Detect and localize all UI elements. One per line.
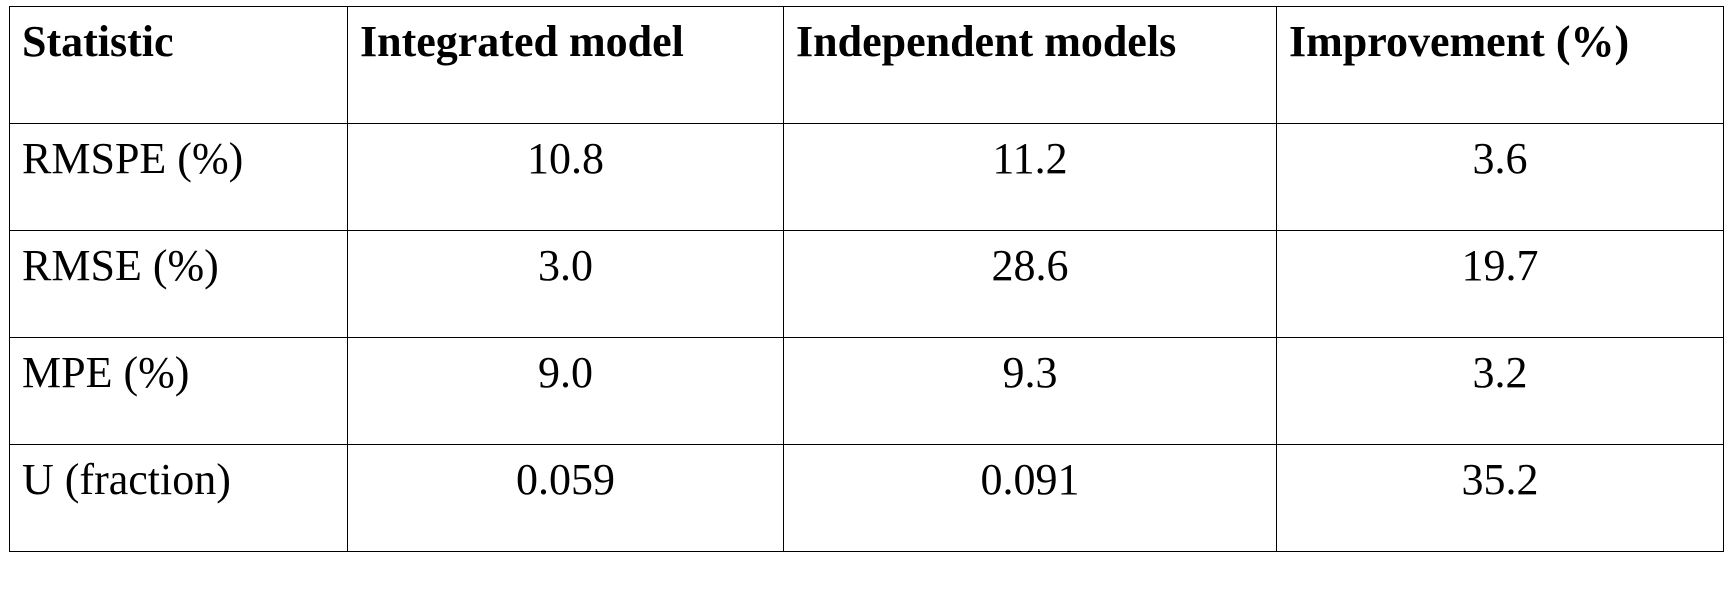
data-cell: 28.6	[783, 230, 1277, 338]
data-cell: 35.2	[1276, 444, 1724, 552]
row-label: U (fraction)	[9, 444, 348, 552]
data-row: RMSPE (%) 10.8 11.2 3.6	[9, 123, 1724, 231]
data-cell: 19.7	[1276, 230, 1724, 338]
data-cell: 0.059	[347, 444, 784, 552]
row-label: MPE (%)	[9, 337, 348, 445]
table-container: Statistic Integrated model Independent mod…	[9, 6, 1724, 552]
data-cell: 3.6	[1276, 123, 1724, 231]
header-cell: Statistic	[9, 6, 348, 124]
row-label: RMSPE (%)	[9, 123, 348, 231]
header-cell: Improvement (%)	[1276, 6, 1724, 124]
data-cell: 3.0	[347, 230, 784, 338]
row-label: RMSE (%)	[9, 230, 348, 338]
data-cell: 11.2	[783, 123, 1277, 231]
data-cell: 10.8	[347, 123, 784, 231]
data-cell: 3.2	[1276, 337, 1724, 445]
data-cell: 0.091	[783, 444, 1277, 552]
data-cell: 9.0	[347, 337, 784, 445]
header-row: Statistic Integrated model Independent mod…	[9, 6, 1724, 124]
header-cell: Integrated model	[347, 6, 784, 124]
data-cell: 9.3	[783, 337, 1277, 445]
data-row: U (fraction) 0.059 0.091 35.2	[9, 444, 1724, 552]
statistics-table: Statistic Integrated model Independent mod…	[9, 6, 1724, 552]
header-cell: Independent models	[783, 6, 1277, 124]
data-row: MPE (%) 9.0 9.3 3.2	[9, 337, 1724, 445]
data-row: RMSE (%) 3.0 28.6 19.7	[9, 230, 1724, 338]
